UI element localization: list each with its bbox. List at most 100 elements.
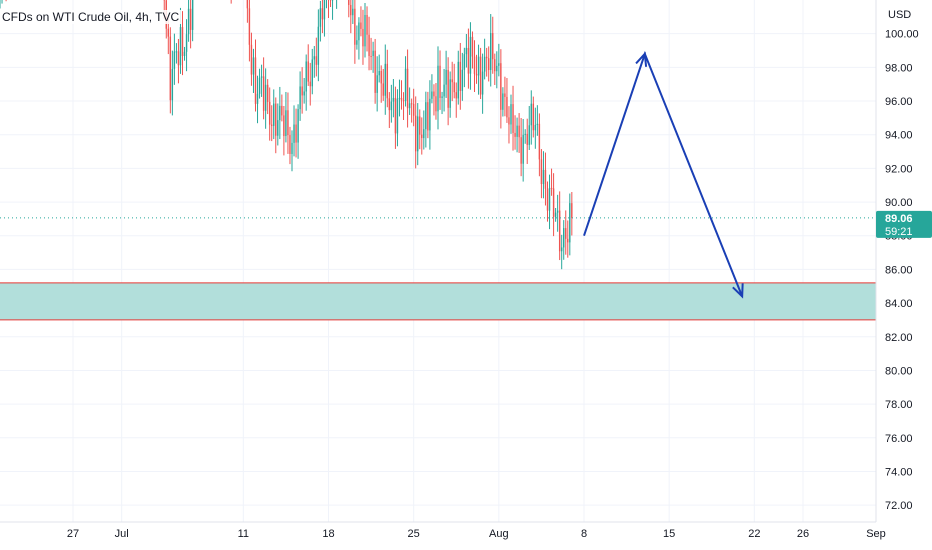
candle-body [311, 59, 313, 87]
candle [372, 41, 374, 73]
candle-body [271, 124, 273, 126]
candle [571, 192, 573, 236]
candle-body [283, 115, 285, 137]
candle-body [471, 36, 474, 57]
candle-body [467, 47, 470, 74]
candle [560, 234, 563, 270]
candle-body [498, 63, 500, 66]
candle [185, 19, 188, 72]
candle [175, 43, 178, 64]
candle [429, 80, 431, 150]
candle-body [552, 188, 555, 217]
x-tick-label: 25 [408, 528, 420, 540]
candle-body [299, 86, 301, 110]
candle [297, 104, 299, 159]
candle [252, 48, 255, 93]
candle-body [475, 73, 478, 76]
candle [187, 0, 190, 42]
candle [443, 68, 445, 112]
candle-body [453, 82, 455, 93]
candle-body [281, 105, 283, 116]
candle [368, 16, 370, 71]
countdown-label: 59:21 [885, 226, 913, 238]
candle-body [447, 69, 449, 108]
candle-body [506, 96, 508, 118]
candle-body [384, 63, 386, 96]
candle [485, 47, 488, 77]
candle [299, 71, 301, 121]
candle [490, 14, 492, 87]
candle-body [185, 34, 188, 52]
candle-body [295, 124, 297, 143]
candle-body [273, 103, 275, 126]
candle [177, 38, 180, 84]
candle [496, 51, 498, 89]
candle [437, 46, 439, 130]
candle-body [556, 210, 559, 213]
candle [279, 86, 281, 140]
candle [473, 40, 476, 93]
y-tick-label: 100.00 [885, 29, 919, 41]
candle-body [364, 15, 366, 47]
candle-body [565, 228, 567, 239]
candle-body [372, 50, 374, 56]
candle [5, 0, 7, 2]
x-tick-label: Aug [489, 528, 509, 540]
candle [441, 91, 443, 115]
candle [295, 108, 297, 158]
candle [469, 22, 472, 90]
candle-body [354, 8, 356, 45]
candle-body [297, 109, 299, 143]
candle-body [177, 51, 180, 66]
y-tick-label: 98.00 [885, 62, 913, 74]
support-zone-layer [0, 282, 876, 321]
candle [431, 74, 433, 104]
candle [475, 54, 478, 84]
candle [445, 50, 447, 98]
candle [408, 87, 411, 115]
candle [417, 103, 419, 166]
candle [328, 0, 329, 19]
candle [394, 86, 397, 149]
y-tick-label: 92.00 [885, 163, 913, 175]
candle [260, 64, 263, 97]
candle-body [483, 56, 486, 72]
candle [540, 149, 543, 199]
candle-body [250, 44, 253, 75]
candle [336, 0, 338, 9]
candle-body [386, 63, 389, 99]
candle-body [463, 54, 466, 70]
candle-body [275, 103, 277, 136]
candle [325, 0, 327, 9]
candle-body [510, 104, 512, 125]
candle [323, 0, 326, 37]
candle [358, 17, 360, 60]
candle-body [554, 212, 557, 217]
last-price-badge [876, 210, 932, 238]
candle-body [514, 132, 516, 137]
candle [546, 181, 549, 222]
candle [388, 92, 391, 128]
time-axis[interactable]: 27 Jul 11 18 25 Aug 8 15 22 26 Sep [0, 521, 932, 550]
candle-body [540, 159, 543, 185]
candle-body [485, 56, 488, 59]
candle-body [490, 33, 492, 71]
price-axis[interactable]: USD 100.0098.0096.0094.0092.0090.0088.00… [875, 0, 932, 522]
candle-body [382, 83, 384, 96]
candle-body [301, 86, 303, 96]
candle [386, 49, 389, 108]
candle [293, 105, 295, 157]
candle [254, 39, 257, 112]
y-tick-label: 86.00 [885, 264, 913, 276]
x-tick-label: 11 [238, 528, 249, 540]
candle [433, 84, 435, 116]
candle [392, 78, 395, 118]
candle [301, 67, 303, 114]
candle [163, 0, 165, 20]
candle [569, 193, 571, 256]
candle [544, 152, 547, 206]
candle-body [414, 115, 417, 152]
candle [510, 94, 512, 134]
candle-body [356, 40, 358, 45]
